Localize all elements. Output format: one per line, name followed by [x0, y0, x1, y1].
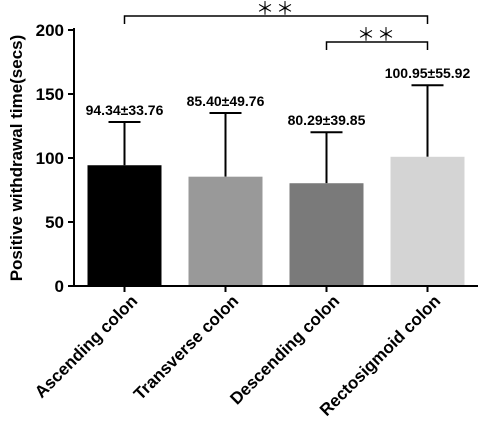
x-category-label: Transverse colon — [130, 291, 242, 403]
data-label: 85.40±49.76 — [187, 93, 265, 109]
y-axis-title: Positive withdrawal time(secs) — [7, 35, 26, 282]
x-category-label: Ascending colon — [31, 291, 141, 401]
x-category-label: Descending colon — [226, 291, 343, 408]
y-axis: 0 50 100 150 200 — [36, 21, 75, 296]
significance-label: ＊＊ — [256, 0, 296, 20]
bar — [188, 176, 263, 286]
data-label: 80.29±39.85 — [288, 112, 366, 128]
significance-label: ＊＊ — [357, 25, 397, 46]
bar — [390, 156, 465, 286]
data-label: 94.34±33.76 — [86, 102, 164, 118]
y-tick-label: 200 — [36, 21, 64, 40]
data-label: 100.95±55.92 — [385, 65, 471, 81]
significance-bracket — [325, 41, 429, 50]
bar — [289, 183, 364, 286]
y-tick-label: 50 — [45, 213, 64, 232]
y-tick-label: 150 — [36, 85, 64, 104]
bar — [87, 165, 162, 286]
y-tick-label: 100 — [36, 149, 64, 168]
significance-bracket — [123, 15, 429, 24]
bars: 94.34±33.76 85.40±49.76 80.29±39.85 100.95±… — [86, 65, 471, 286]
y-tick-label: 0 — [55, 277, 64, 296]
significance-brackets: ＊＊ ＊＊ — [123, 0, 429, 50]
